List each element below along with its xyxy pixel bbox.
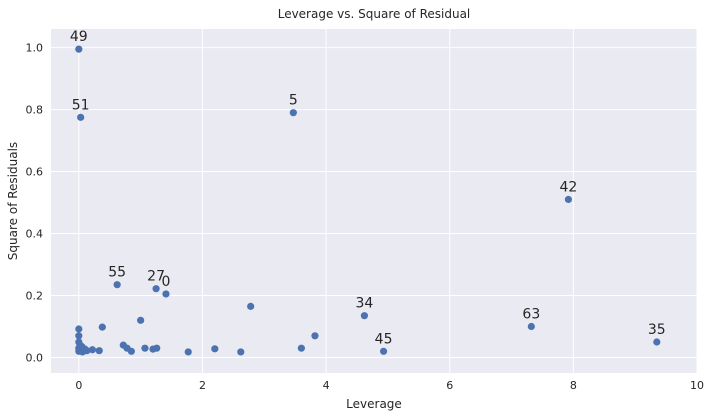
- x-tick-label: 4: [323, 379, 330, 392]
- data-point: [360, 312, 369, 320]
- point-label: 45: [375, 331, 393, 347]
- y-tick-label: 1.0: [26, 42, 44, 55]
- y-tick-label: 0.0: [26, 352, 44, 365]
- y-tick-label: 0.2: [26, 290, 44, 303]
- data-point: [237, 348, 245, 356]
- x-axis-label: Leverage: [346, 397, 402, 411]
- data-point: [75, 325, 83, 333]
- data-point: [98, 323, 106, 331]
- data-point: [297, 344, 305, 352]
- data-point: [75, 45, 83, 53]
- y-tick-label: 0.4: [26, 228, 44, 241]
- data-point: [527, 322, 535, 331]
- data-point: [247, 302, 255, 310]
- data-point: [289, 109, 297, 117]
- point-label: 51: [72, 97, 90, 113]
- x-tick-label: 10: [690, 379, 704, 392]
- point-label: 0: [162, 274, 171, 290]
- point-label: 27: [147, 269, 165, 285]
- data-point: [113, 281, 121, 289]
- data-point: [153, 344, 161, 352]
- x-tick-label: 8: [570, 379, 577, 392]
- data-point: [184, 348, 192, 356]
- x-tick-label: 6: [446, 379, 453, 392]
- data-points: [75, 45, 661, 356]
- point-label: 63: [522, 307, 540, 323]
- point-label: 35: [648, 322, 666, 338]
- point-label: 5: [289, 93, 298, 109]
- point-label: 49: [70, 29, 88, 45]
- data-point: [75, 332, 83, 340]
- point-label: 34: [356, 296, 374, 312]
- y-tick-label: 0.6: [26, 166, 44, 179]
- point-label: 42: [560, 179, 578, 195]
- grid: [51, 29, 698, 373]
- data-point: [88, 346, 97, 354]
- chart-title: Leverage vs. Square of Residual: [278, 7, 471, 21]
- data-point: [564, 195, 573, 204]
- data-point: [77, 113, 85, 121]
- data-point: [311, 332, 319, 340]
- x-tick-label: 2: [199, 379, 206, 392]
- plot-area: [51, 29, 697, 373]
- point-label: 55: [108, 265, 126, 281]
- data-point: [137, 316, 145, 324]
- data-point: [653, 338, 661, 346]
- y-tick-label: 0.8: [26, 104, 44, 117]
- data-point: [83, 347, 91, 355]
- data-point: [152, 285, 160, 293]
- point-labels: 49 51 5 42 55 270 34 63 45 35: [70, 29, 666, 347]
- tick-labels: 0 2 4 6 8 10 0.0 0.2 0.4 0.6 0.8 1.0: [26, 42, 705, 392]
- data-point: [379, 347, 388, 355]
- data-point: [127, 347, 135, 355]
- y-axis-label: Square of Residuals: [6, 142, 20, 260]
- data-point: [141, 344, 149, 352]
- data-point: [211, 345, 219, 353]
- data-point: [95, 347, 103, 355]
- data-point: [162, 290, 170, 298]
- x-tick-label: 0: [75, 379, 82, 392]
